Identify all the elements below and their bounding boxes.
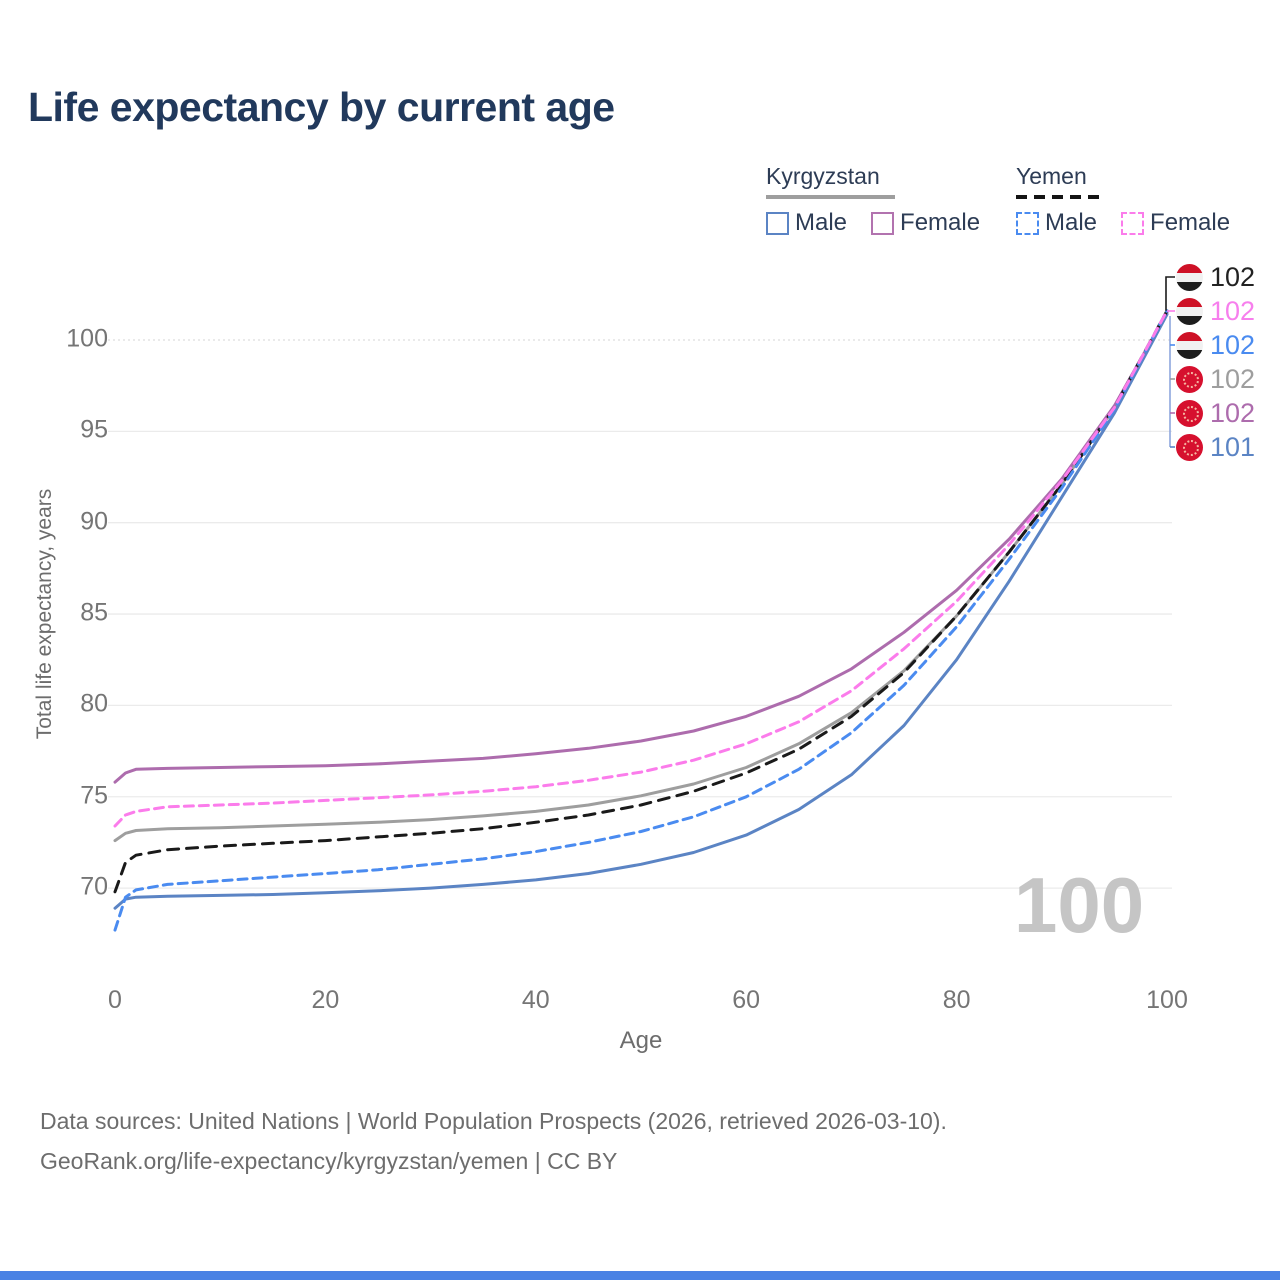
legend-country-kyrgyzstan[interactable]: Kyrgyzstan [766, 163, 880, 189]
yemen-flag-icon [1176, 297, 1203, 325]
kyrgyzstan-flag-icon [1176, 365, 1203, 393]
x-tick-40: 40 [521, 986, 550, 1014]
series-line-yemen-total[interactable] [113, 309, 1169, 894]
legend-label-kyrgyzstan-male[interactable]: Male [795, 209, 848, 236]
end-label-kyrgyzstan-male: 101 [1176, 430, 1255, 464]
legend-label-yemen-female[interactable]: Female [1150, 209, 1231, 236]
end-label-yemen-total: 102 [1176, 260, 1255, 294]
y-tick-90: 90 [80, 507, 108, 536]
footer-data-sources: Data sources: United Nations | World Pop… [40, 1108, 947, 1134]
end-value-kyrgyzstan-male: 101 [1210, 431, 1256, 462]
age-watermark: 100 [1014, 861, 1145, 949]
animation-progress-bar [0, 1271, 1280, 1280]
end-value-yemen-female: 102 [1210, 295, 1256, 326]
legend-group-yemen: Yemen Male Female [1016, 163, 1248, 237]
legend-group-kyrgyzstan: Kyrgyzstan Male Female [766, 163, 998, 237]
legend-swatch-kyrgyzstan-female[interactable] [871, 211, 895, 235]
y-tick-70: 70 [80, 872, 108, 901]
end-value-kyrgyzstan-total: 102 [1210, 363, 1256, 394]
legend-linestyle-solid-sample [766, 195, 895, 199]
yemen-flag-icon [1176, 331, 1203, 359]
legend-country-yemen[interactable]: Yemen [1016, 163, 1087, 189]
legend-linestyle-dashed-sample [1016, 195, 1100, 199]
x-tick-100: 100 [1146, 986, 1188, 1014]
end-label-yemen-female: 102 [1176, 294, 1255, 328]
end-label-kyrgyzstan-female: 102 [1176, 396, 1255, 430]
series-line-yemen-male[interactable] [113, 309, 1169, 932]
y-tick-100: 100 [66, 324, 108, 353]
y-tick-75: 75 [80, 781, 108, 810]
x-tick-80: 80 [942, 986, 971, 1014]
kyrgyzstan-flag-icon [1176, 433, 1203, 461]
series-line-kyrgyzstan-male[interactable] [113, 312, 1169, 910]
legend-label-yemen-male[interactable]: Male [1045, 209, 1098, 236]
series-line-yemen-female[interactable] [113, 309, 1169, 828]
x-axis-title: Age [619, 1027, 663, 1054]
x-tick-0: 0 [108, 986, 122, 1014]
legend-swatch-kyrgyzstan-male[interactable] [766, 211, 789, 235]
end-value-yemen-male: 102 [1210, 329, 1256, 360]
y-tick-85: 85 [80, 598, 108, 627]
end-value-kyrgyzstan-female: 102 [1210, 397, 1256, 428]
legend-swatch-yemen-female[interactable] [1121, 211, 1145, 235]
end-value-yemen-total: 102 [1210, 261, 1256, 292]
y-tick-95: 95 [80, 415, 108, 444]
life-expectancy-chart[interactable] [0, 0, 1280, 1080]
end-label-kyrgyzstan-total: 102 [1176, 362, 1255, 396]
yemen-flag-icon [1176, 263, 1203, 291]
footer-url[interactable]: GeoRank.org/life-expectancy/kyrgyzstan/y… [40, 1148, 618, 1174]
x-tick-20: 20 [311, 986, 340, 1014]
series-line-kyrgyzstan-total[interactable] [113, 311, 1169, 843]
end-label-yemen-male: 102 [1176, 328, 1255, 362]
kyrgyzstan-flag-icon [1176, 399, 1203, 427]
legend-label-kyrgyzstan-female[interactable]: Female [900, 209, 981, 236]
y-tick-80: 80 [80, 689, 108, 718]
legend-swatch-yemen-male[interactable] [1016, 211, 1039, 235]
x-tick-60: 60 [732, 986, 761, 1014]
connector-yemen-total [1165, 276, 1175, 311]
series-line-kyrgyzstan-female[interactable] [113, 311, 1169, 784]
page-title: Life expectancy by current age [28, 84, 615, 130]
